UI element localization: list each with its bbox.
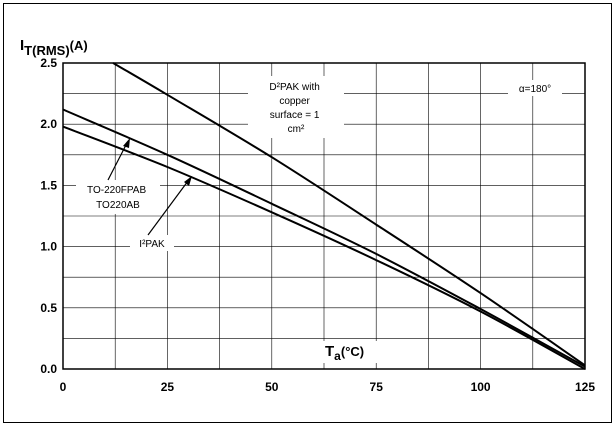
y-axis-label: IT(RMS)(A): [20, 37, 88, 58]
i2pak-arrowhead: [184, 176, 192, 186]
y-tick-label: 1.0: [40, 240, 57, 254]
d2pak-label-line-2: copper: [279, 96, 310, 107]
x-tick-label: 100: [471, 380, 491, 394]
x-axis-label: Ta(°C): [325, 343, 364, 363]
y-tick-label: 2.5: [40, 56, 57, 70]
y-tick-label: 2.0: [40, 117, 57, 131]
x-axis-label-sub: a: [334, 349, 341, 363]
x-axis-label-unit: (°C): [341, 344, 364, 359]
to220-label: TO-220FPAB TO220AB: [87, 185, 149, 211]
d2pak-label-line-4: cm²: [288, 124, 305, 135]
series-d2pak-line: [112, 62, 586, 367]
x-tick-label: 50: [265, 380, 279, 394]
y-axis-label-sub: T(RMS): [24, 43, 70, 58]
plot-area: [62, 62, 586, 370]
to220-label-bg: [76, 180, 160, 214]
y-axis-label-main: I: [20, 37, 24, 54]
alpha-label-bg: [508, 80, 562, 96]
i2pak-label: I²PAK: [139, 239, 165, 250]
x-axis-label-bg: [322, 341, 394, 363]
series-i2pak-line: [62, 125, 586, 370]
d2pak-label: D²PAK with copper surface = 1 cm²: [269, 82, 322, 135]
d2pak-label-line-1: D²PAK with: [269, 82, 319, 93]
x-tick-label: 75: [370, 380, 384, 394]
alpha-label: α=180°: [519, 84, 551, 95]
series-to220-line: [62, 108, 586, 368]
y-tick-labels: 0.0 0.5 1.0 1.5 2.0 2.5: [40, 56, 57, 376]
y-axis-label-unit: (A): [70, 38, 88, 53]
to220-label-line-2: TO220AB: [96, 200, 140, 211]
i2pak-label-bg: [130, 235, 174, 251]
to220-arrowhead: [123, 138, 130, 148]
y-tick-label: 0.0: [40, 362, 57, 376]
i2pak-arrow: [147, 180, 189, 236]
d2pak-label-bg: [248, 76, 344, 138]
y-tick-label: 1.5: [40, 178, 57, 192]
to220-label-line-1: TO-220FPAB: [87, 185, 146, 196]
y-tick-label: 0.5: [40, 301, 57, 315]
x-tick-labels: 0 25 50 75 100 125: [60, 380, 596, 394]
d2pak-label-line-3: surface = 1: [270, 110, 320, 121]
to220-arrow: [107, 142, 128, 181]
x-axis-label-main: T: [325, 343, 334, 360]
x-tick-label: 125: [575, 380, 595, 394]
x-tick-label: 0: [60, 380, 67, 394]
x-tick-label: 25: [161, 380, 175, 394]
series-lines: [62, 62, 586, 370]
